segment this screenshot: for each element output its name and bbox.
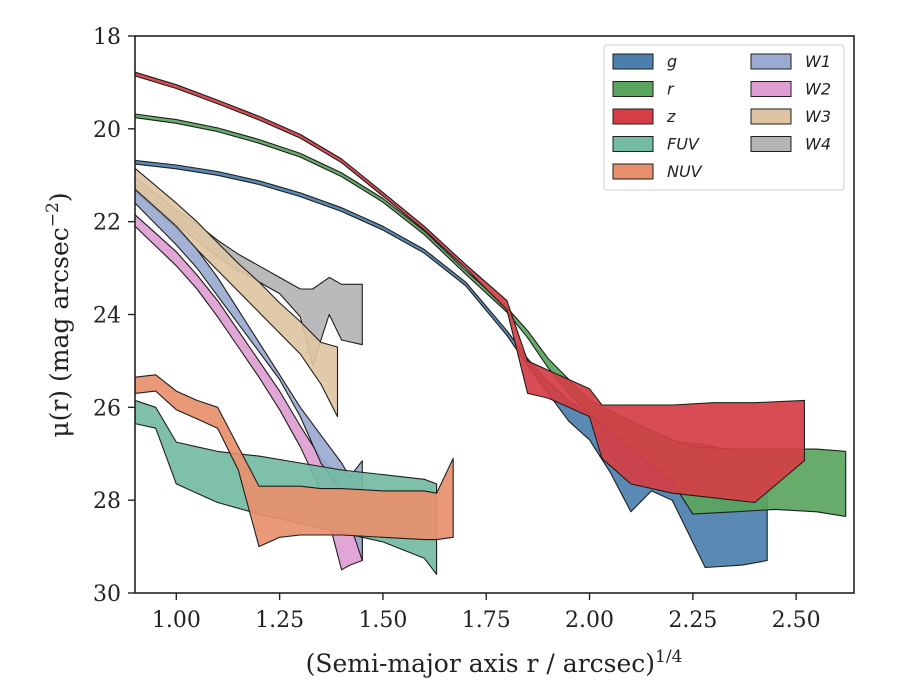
x-tick-label: 1.50 (358, 608, 407, 633)
legend-label-w4: W4 (805, 135, 831, 154)
y-tick-label: 26 (93, 396, 121, 421)
legend-label-fuv: FUV (667, 135, 700, 154)
legend-label-w1: W1 (805, 52, 831, 71)
legend-label-w3: W3 (805, 107, 831, 126)
x-tick-label: 1.00 (152, 608, 201, 633)
legend-swatch-w4 (750, 136, 792, 152)
legend-label-w2: W2 (805, 80, 831, 99)
legend-label-g: g (667, 52, 677, 71)
x-axis-title-superscript: 1/4 (655, 647, 682, 667)
tick-layer: 1.00 1.25 1.50 1.75 2.00 2.25 2.50 18 20 22 24 26 28… (93, 25, 821, 633)
band-g (135, 159, 768, 569)
y-axis-title-close: ) (45, 192, 74, 202)
legend: grz FUV NUV W1 W2 W3 W4 (603, 44, 845, 191)
y-axis-title-superscript: −2 (43, 202, 63, 227)
legend-swatch-g (612, 53, 654, 70)
x-tick-label: 1.25 (255, 608, 304, 633)
band-w3 (135, 167, 339, 418)
x-tick-label: 2.25 (668, 608, 717, 633)
legend-swatch-fuv (612, 136, 654, 152)
y-axis-title-text: μ(r) (mag arcsec (45, 227, 74, 437)
y-tick-label: 30 (93, 582, 121, 607)
legend-swatch-w1 (750, 53, 792, 70)
x-axis-title: (Semi-major axis r / arcsec)1/4 (306, 647, 683, 678)
legend-swatch-z (612, 108, 654, 125)
y-axis-title: μ(r) (mag arcsec−2) (43, 192, 74, 437)
legend-swatch-w2 (750, 81, 792, 97)
y-tick-label: 28 (93, 489, 121, 514)
legend-label-nuv: NUV (667, 162, 703, 181)
legend-swatch-w3 (750, 108, 792, 125)
series-layer (135, 71, 847, 575)
band-w1 (135, 188, 363, 562)
legend-label-z: z (666, 107, 676, 126)
x-tick-label: 1.75 (462, 608, 511, 633)
legend-label-r: r (667, 80, 675, 99)
band-z (135, 71, 805, 504)
y-tick-label: 24 (93, 304, 121, 329)
y-tick-label: 18 (93, 25, 121, 50)
legend-swatch-r (612, 81, 654, 97)
x-tick-label: 2.00 (565, 608, 614, 633)
x-tick-label: 2.50 (772, 608, 821, 633)
band-nuv (135, 374, 454, 548)
y-tick-label: 22 (93, 211, 121, 236)
legend-swatch-nuv (612, 163, 654, 180)
y-tick-label: 20 (93, 118, 121, 143)
x-axis-title-text: (Semi-major axis r / arcsec) (306, 649, 655, 678)
